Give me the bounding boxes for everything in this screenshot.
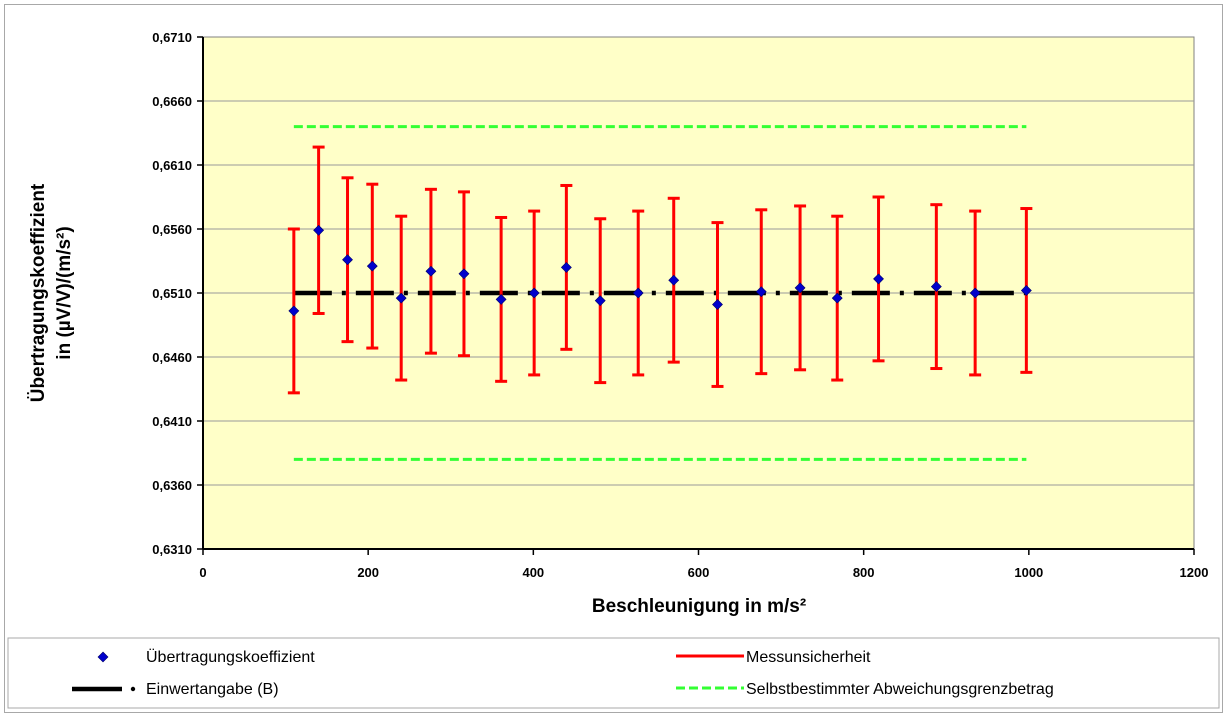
data-points xyxy=(288,224,1032,317)
x-tick-label: 1000 xyxy=(1014,565,1043,580)
legend-label-uebertragungskoeffizient: Übertragungskoeffizient xyxy=(146,648,315,666)
y-axis-title-line-2: in (µV/V)/(m/s²) xyxy=(54,226,75,359)
y-axis-title-line-1: Übertragungskoeffizient xyxy=(28,183,49,402)
data-point xyxy=(969,287,981,299)
data-point xyxy=(873,273,884,285)
data-point xyxy=(930,281,942,293)
y-tick-label: 0,6310 xyxy=(152,542,192,557)
data-point xyxy=(288,305,300,317)
data-point xyxy=(425,265,437,277)
data-point xyxy=(794,282,806,294)
x-axis-ticks: 0 200 400 600 800 1000 1200 xyxy=(199,549,1208,580)
data-point xyxy=(632,287,644,299)
x-tick-label: 200 xyxy=(357,565,379,580)
data-point xyxy=(366,260,378,272)
legend-black-dot xyxy=(130,686,136,692)
data-point xyxy=(342,254,353,266)
x-tick-label: 400 xyxy=(522,565,544,580)
legend-label-messunsicherheit: Messunsicherheit xyxy=(746,649,871,666)
x-tick-label: 600 xyxy=(688,565,710,580)
y-tick-label: 0,6610 xyxy=(152,158,192,173)
data-point xyxy=(594,295,606,307)
legend-label-einwertangabe: Einwertangabe (B) xyxy=(146,681,279,698)
data-point xyxy=(831,292,843,304)
data-point xyxy=(528,287,540,299)
y-tick-label: 0,6510 xyxy=(152,286,192,301)
data-point xyxy=(313,224,325,236)
legend: Übertragungskoeffizient Messunsicherheit… xyxy=(7,637,1220,709)
data-point xyxy=(458,268,470,280)
x-axis-title: Beschleunigung in m/s² xyxy=(592,596,806,617)
y-tick-label: 0,6460 xyxy=(152,350,192,365)
data-point xyxy=(712,299,723,310)
legend-label-abweichungsgrenzbetrag: Selbstbestimmter Abweichungsgrenzbetrag xyxy=(746,681,1054,698)
legend-box xyxy=(7,637,1220,709)
data-point xyxy=(560,261,572,273)
data-point xyxy=(755,286,767,298)
y-tick-label: 0,6360 xyxy=(152,478,192,493)
y-tick-label: 0,6710 xyxy=(152,30,192,45)
legend-symbol-uebertragungskoeffizient xyxy=(97,651,109,663)
y-tick-label: 0,6660 xyxy=(152,94,192,109)
data-point xyxy=(395,292,407,304)
data-point xyxy=(1020,285,1032,296)
y-axis-title: Übertragungskoeffizient in (µV/V)/(m/s²) xyxy=(28,183,75,402)
y-tick-label: 0,6560 xyxy=(152,222,192,237)
x-tick-label: 0 xyxy=(199,565,206,580)
limit-lines xyxy=(293,125,1027,461)
data-point xyxy=(495,293,507,305)
x-tick-label: 800 xyxy=(853,565,875,580)
legend-symbol-einwertangabe xyxy=(72,686,136,692)
data-point xyxy=(668,274,680,286)
x-tick-label: 1200 xyxy=(1180,565,1209,580)
legend-diamond-marker xyxy=(97,651,109,663)
y-tick-label: 0,6410 xyxy=(152,414,192,429)
y-axis-ticks: 0,6310 0,6360 0,6410 0,6460 0,6510 0,6560 0,66… xyxy=(152,30,203,557)
